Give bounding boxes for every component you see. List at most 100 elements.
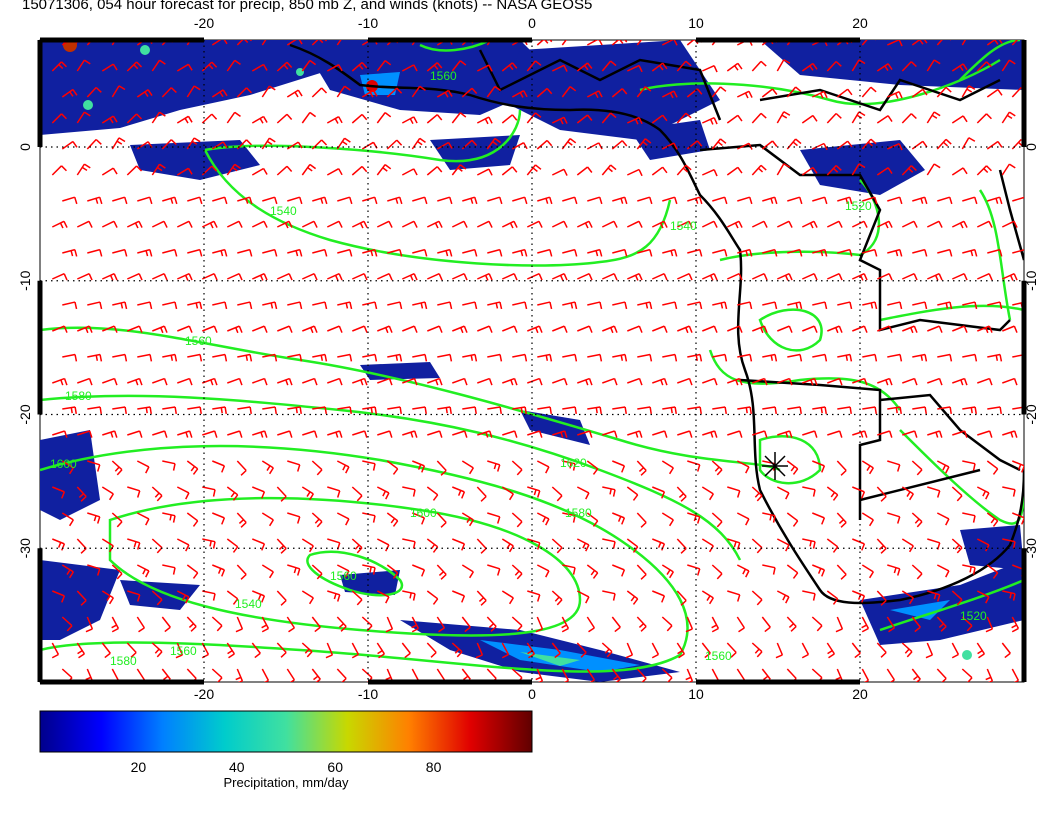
wind-barb bbox=[202, 486, 216, 497]
wind-barb bbox=[76, 163, 91, 176]
wind-barb bbox=[351, 220, 368, 229]
wind-barb bbox=[827, 430, 843, 438]
wind-barb bbox=[361, 89, 378, 98]
wind-barb bbox=[787, 353, 803, 362]
wind-barb bbox=[952, 273, 968, 281]
wind-barb bbox=[301, 220, 318, 228]
wind-barb bbox=[861, 564, 874, 579]
lat-tick-label-left: -10 bbox=[17, 270, 33, 290]
wind-barb bbox=[436, 89, 453, 98]
wind-barb bbox=[462, 248, 478, 257]
wind-barb bbox=[887, 460, 901, 472]
wind-barb bbox=[451, 60, 467, 72]
wind-barb bbox=[351, 113, 368, 124]
wind-barb bbox=[136, 564, 150, 578]
wind-barb bbox=[511, 564, 523, 580]
wind-barb bbox=[812, 512, 826, 525]
wind-barb bbox=[602, 430, 618, 438]
wind-barb bbox=[1001, 220, 1018, 228]
wind-barb bbox=[412, 512, 426, 525]
wind-barb bbox=[887, 40, 903, 47]
wind-barb bbox=[226, 163, 241, 176]
wind-barb bbox=[51, 220, 68, 229]
precip-core bbox=[520, 652, 580, 666]
wind-barb bbox=[512, 301, 528, 310]
wind-barb bbox=[461, 564, 474, 579]
wind-barb bbox=[527, 486, 541, 498]
wind-barb bbox=[901, 61, 917, 72]
wind-barb bbox=[177, 325, 193, 333]
wind-barb bbox=[937, 406, 952, 414]
wind-barb bbox=[511, 90, 528, 98]
wind-barb bbox=[861, 460, 874, 475]
wind-barb bbox=[62, 406, 77, 414]
wind-barb bbox=[237, 406, 252, 414]
wind-barb bbox=[236, 512, 247, 528]
wind-barb bbox=[586, 90, 603, 99]
wind-barb bbox=[152, 325, 168, 334]
wind-barb bbox=[176, 590, 190, 604]
lon-tick-label-top: -10 bbox=[358, 15, 378, 31]
contour-line bbox=[419, 40, 491, 52]
wind-barb bbox=[77, 430, 93, 438]
contour-label: 1580 bbox=[65, 389, 92, 403]
wind-barb bbox=[387, 301, 403, 310]
wind-barb bbox=[212, 512, 226, 525]
wind-barb bbox=[362, 196, 378, 205]
wind-barb bbox=[376, 220, 393, 228]
wind-barb bbox=[936, 86, 952, 98]
contour-line bbox=[899, 429, 1024, 525]
wind-barb bbox=[512, 353, 528, 362]
wind-barb bbox=[176, 220, 193, 228]
wind-barb bbox=[487, 406, 502, 414]
wind-barb bbox=[427, 377, 443, 386]
wind-barb bbox=[651, 166, 668, 176]
wind-barb bbox=[627, 273, 643, 281]
wind-barb bbox=[562, 564, 576, 575]
wind-barb bbox=[701, 538, 714, 553]
wind-barb bbox=[502, 273, 518, 281]
wind-barb bbox=[137, 301, 153, 310]
colorbar bbox=[39, 710, 533, 753]
wind-barb bbox=[561, 86, 577, 98]
wind-barb bbox=[952, 377, 968, 386]
wind-barb bbox=[151, 111, 166, 124]
wind-barb bbox=[226, 59, 241, 72]
wind-barb bbox=[237, 196, 253, 205]
wind-barb bbox=[186, 40, 192, 46]
wind-barb bbox=[951, 63, 968, 72]
wind-barb bbox=[787, 406, 802, 414]
wind-barb bbox=[887, 91, 903, 99]
wind-barb bbox=[236, 564, 247, 580]
wind-barb bbox=[212, 460, 226, 473]
wind-barb bbox=[727, 538, 741, 550]
wind-barb bbox=[277, 325, 293, 333]
wind-barb bbox=[676, 220, 693, 228]
wind-barb bbox=[462, 353, 478, 362]
wind-barb bbox=[586, 668, 596, 682]
wind-barb bbox=[262, 406, 277, 414]
precip-core bbox=[890, 600, 950, 620]
wind-barb bbox=[202, 325, 218, 333]
wind-barb bbox=[687, 301, 703, 310]
wind-barb bbox=[286, 616, 296, 633]
wind-barb bbox=[661, 40, 678, 46]
wind-barb bbox=[262, 196, 278, 205]
wind-barb bbox=[311, 460, 323, 476]
wind-barb bbox=[312, 196, 328, 205]
wind-barb bbox=[202, 430, 218, 438]
wind-barb bbox=[952, 430, 968, 438]
wind-barb bbox=[111, 564, 123, 580]
wind-barb bbox=[251, 115, 268, 124]
wind-barb bbox=[976, 165, 992, 176]
wind-barb bbox=[776, 486, 790, 500]
wind-barb bbox=[661, 668, 673, 682]
wind-barb bbox=[851, 163, 866, 176]
wind-barb bbox=[801, 166, 818, 176]
wind-barb bbox=[236, 87, 252, 98]
wind-barb bbox=[662, 301, 678, 310]
wind-barb bbox=[1002, 325, 1018, 333]
wind-barb bbox=[826, 486, 839, 501]
wind-barb bbox=[586, 460, 599, 475]
wind-barb bbox=[501, 114, 518, 124]
